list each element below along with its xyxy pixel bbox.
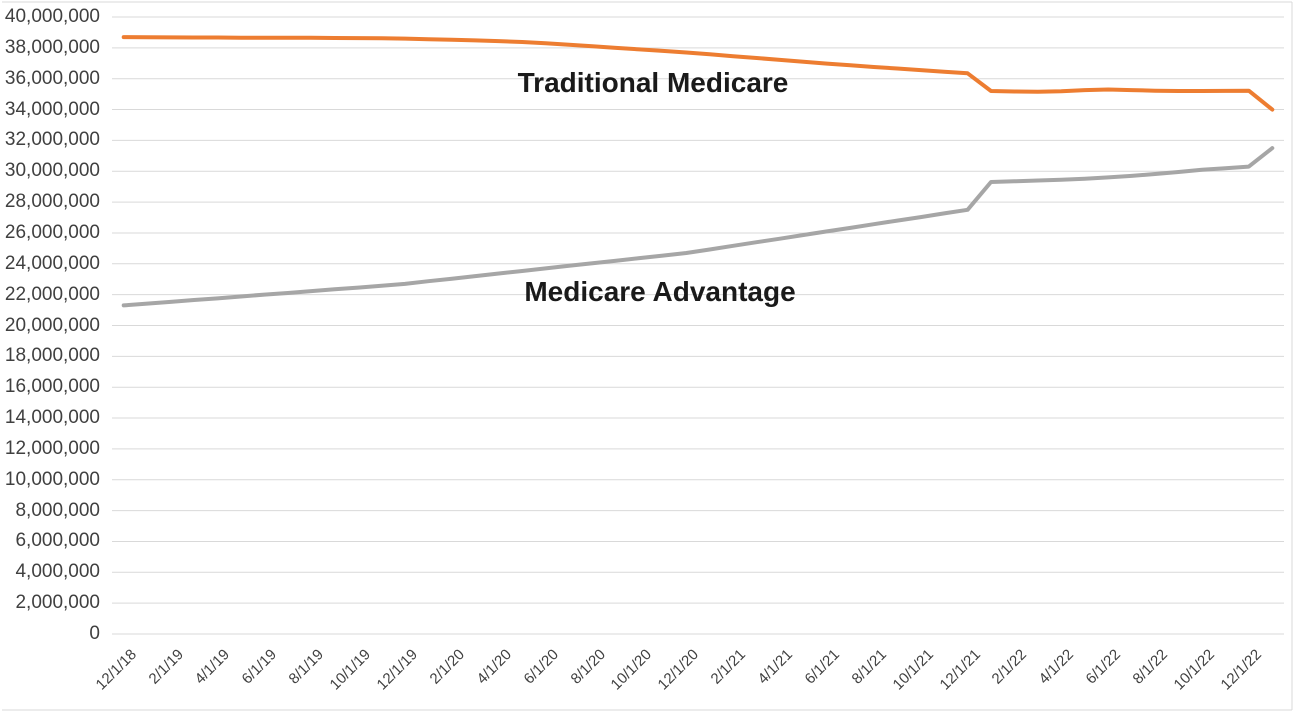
y-axis-tick-label: 4,000,000: [15, 561, 100, 583]
y-axis-tick-label: 40,000,000: [4, 6, 100, 27]
y-axis-tick-label: 22,000,000: [4, 283, 100, 305]
y-axis-tick-label: 36,000,000: [4, 67, 100, 89]
y-axis-tick-label: 20,000,000: [4, 314, 100, 336]
y-axis-tick-label: 12,000,000: [4, 437, 100, 459]
y-axis-tick-label: 10,000,000: [4, 468, 100, 490]
y-axis-tick-label: 2,000,000: [15, 592, 100, 614]
series-line-traditional-medicare: [121, 35, 1275, 112]
series-label-traditional-medicare: Traditional Medicare: [517, 67, 789, 98]
y-axis-tick-label: 16,000,000: [4, 376, 100, 398]
y-axis-tick-label: 24,000,000: [4, 252, 100, 274]
y-axis-tick-label: 32,000,000: [4, 129, 100, 151]
y-axis-tick-label: 30,000,000: [4, 160, 100, 182]
series-label-medicare-advantage: Medicare Advantage: [524, 276, 796, 307]
y-axis-tick-label: 34,000,000: [4, 98, 100, 120]
y-axis-tick-label: 6,000,000: [15, 530, 100, 552]
y-axis-tick-label: 18,000,000: [4, 345, 100, 367]
y-axis-tick-label: 26,000,000: [4, 221, 100, 243]
series-line-medicare-advantage: [121, 146, 1275, 308]
y-axis-tick-label: 28,000,000: [4, 191, 100, 213]
y-axis-tick-label: 0: [89, 623, 100, 644]
y-axis-tick-label: 8,000,000: [15, 499, 100, 521]
y-axis-tick-label: 14,000,000: [4, 407, 100, 429]
y-axis-tick-label: 38,000,000: [4, 36, 100, 58]
